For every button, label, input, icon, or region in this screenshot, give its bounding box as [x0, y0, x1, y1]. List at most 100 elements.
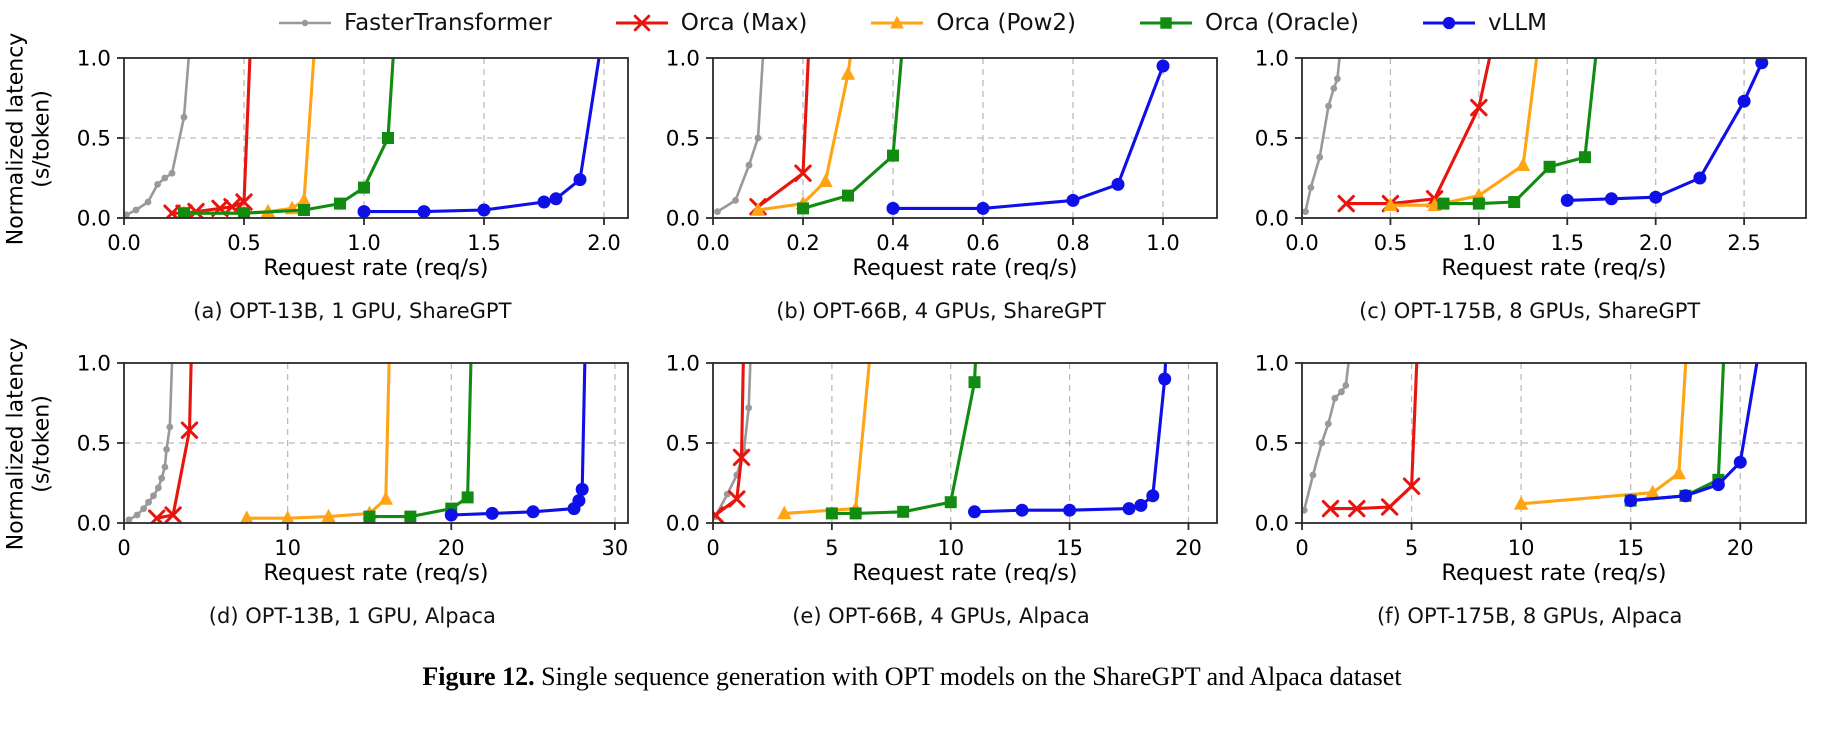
chart-svg-e: 0 5 10 15 20 0.0 0.5 1.0 Request rate (req/s) — [666, 352, 1218, 586]
subplot-b-caption: (b) OPT-66B, 4 GPUs, ShareGPT — [776, 299, 1106, 323]
svg-text:0: 0 — [118, 536, 131, 560]
svg-text:0.0: 0.0 — [1254, 207, 1288, 232]
legend-label: vLLM — [1487, 10, 1548, 36]
figure-caption-text: Single sequence generation with OPT mode… — [534, 662, 1402, 691]
svg-text:0: 0 — [1295, 536, 1308, 560]
subplot-c: 0.0 0.5 1.0 1.5 2.0 2.5 0.0 0.5 1.0 Request rate … — [1235, 46, 1824, 323]
subplot-a-plot: 0.0 0.5 1.0 1.5 2.0 0.0 0.5 1.0 Request rate (re… — [62, 46, 642, 285]
legend-item-orca-pow2: Orca (Pow2) — [869, 10, 1076, 36]
svg-text:1.0: 1.0 — [666, 47, 700, 72]
svg-text:1.0: 1.0 — [1254, 352, 1288, 377]
chart-row-sharegpt: Normalized latency (s/token) 0.0 0.5 1.0 1.… — [0, 32, 1824, 323]
subplot-e: 0 5 10 15 20 0.0 0.5 1.0 Request rate (req/s) (e… — [647, 351, 1236, 628]
legend-item-orca-oracle: Orca (Oracle) — [1138, 10, 1359, 36]
svg-text:0.5: 0.5 — [77, 432, 111, 457]
svg-text:1.0: 1.0 — [77, 352, 111, 377]
svg-text:0.0: 0.0 — [666, 512, 700, 537]
svg-text:0: 0 — [706, 536, 719, 560]
subplot-d-caption: (d) OPT-13B, 1 GPU, Alpaca — [208, 604, 496, 628]
svg-text:Request rate (req/s): Request rate (req/s) — [1441, 255, 1666, 281]
svg-text:Request rate (req/s): Request rate (req/s) — [852, 560, 1077, 586]
svg-text:0.5: 0.5 — [666, 432, 700, 457]
circle-legend-marker-icon — [1422, 16, 1475, 30]
chart-legend: FasterTransformer Orca (Max) Orca (Pow2) Or… — [0, 6, 1824, 38]
svg-text:Request rate (req/s): Request rate (req/s) — [264, 560, 489, 586]
chart-grid: Normalized latency (s/token) 0.0 0.5 1.0 1.… — [0, 32, 1824, 628]
svg-text:1.0: 1.0 — [77, 47, 111, 72]
svg-text:2.0: 2.0 — [588, 231, 621, 255]
svg-text:0.8: 0.8 — [1056, 231, 1089, 255]
y-axis-label-line2: (s/token) — [29, 394, 55, 493]
svg-text:1.5: 1.5 — [1550, 231, 1583, 255]
svg-text:5: 5 — [1405, 536, 1418, 560]
figure-12: FasterTransformer Orca (Max) Orca (Pow2) Or… — [0, 6, 1824, 692]
svg-text:Request rate (req/s): Request rate (req/s) — [1441, 560, 1666, 586]
svg-text:0.6: 0.6 — [966, 231, 999, 255]
subplot-e-plot: 0 5 10 15 20 0.0 0.5 1.0 Request rate (req/s) — [651, 351, 1231, 590]
svg-text:10: 10 — [275, 536, 302, 560]
svg-text:5: 5 — [825, 536, 838, 560]
svg-text:20: 20 — [1175, 536, 1202, 560]
svg-text:0.5: 0.5 — [1373, 231, 1406, 255]
legend-label: Orca (Max) — [680, 10, 808, 36]
subplot-d: 0 10 20 30 0.0 0.5 1.0 Request rate (req/s) (d)… — [58, 351, 647, 628]
svg-text:1.0: 1.0 — [666, 352, 700, 377]
svg-text:1.0: 1.0 — [1254, 47, 1288, 72]
svg-text:0.0: 0.0 — [77, 207, 111, 232]
subplot-f-caption: (f) OPT-175B, 8 GPUs, Alpaca — [1376, 604, 1683, 628]
figure-caption-prefix: Figure 12. — [422, 662, 535, 691]
subplot-b-plot: 0.0 0.2 0.4 0.6 0.8 1.0 0.0 0.5 1.0 Request rate … — [651, 46, 1231, 285]
svg-text:0.2: 0.2 — [786, 231, 819, 255]
svg-text:1.0: 1.0 — [348, 231, 381, 255]
subplot-f: 0 5 10 15 20 0.0 0.5 1.0 Request rate (req/s) (f… — [1235, 351, 1824, 628]
figure-caption: Figure 12. Single sequence generation wi… — [0, 662, 1824, 692]
x-legend-marker-icon — [615, 14, 668, 32]
subplot-c-caption: (c) OPT-175B, 8 GPUs, ShareGPT — [1359, 299, 1701, 323]
svg-text:2.0: 2.0 — [1639, 231, 1672, 255]
svg-text:0.5: 0.5 — [228, 231, 261, 255]
chart-svg-f: 0 5 10 15 20 0.0 0.5 1.0 Request rate (req/s) — [1254, 352, 1807, 586]
subplot-b: 0.0 0.2 0.4 0.6 0.8 1.0 0.0 0.5 1.0 Request rate … — [647, 46, 1236, 323]
svg-text:0.5: 0.5 — [1254, 432, 1288, 457]
svg-text:0.0: 0.0 — [1285, 231, 1318, 255]
legend-item-fastertransformer: FasterTransformer — [277, 10, 552, 36]
legend-label: Orca (Pow2) — [936, 10, 1077, 36]
subplot-d-plot: 0 10 20 30 0.0 0.5 1.0 Request rate (req/s) — [62, 351, 642, 590]
subplot-f-plot: 0 5 10 15 20 0.0 0.5 1.0 Request rate (req/s) — [1240, 351, 1820, 590]
dot-legend-marker-icon — [278, 19, 331, 27]
svg-text:20: 20 — [1727, 536, 1754, 560]
legend-label: FasterTransformer — [343, 10, 552, 36]
subplot-a-caption: (a) OPT-13B, 1 GPU, ShareGPT — [193, 299, 512, 323]
svg-text:1.5: 1.5 — [468, 231, 501, 255]
square-legend-marker-icon — [1140, 17, 1193, 29]
svg-text:15: 15 — [1056, 536, 1083, 560]
svg-text:0.0: 0.0 — [77, 512, 111, 537]
svg-text:15: 15 — [1617, 536, 1644, 560]
subplot-e-caption: (e) OPT-66B, 4 GPUs, Alpaca — [792, 604, 1090, 628]
y-axis-label-line2: (s/token) — [29, 89, 55, 188]
svg-text:20: 20 — [438, 536, 465, 560]
y-axis-label-line1: Normalized latency — [3, 337, 29, 550]
chart-row-alpaca: Normalized latency (s/token) 0 10 20 30 0.0 0… — [0, 337, 1824, 628]
svg-text:0.5: 0.5 — [666, 127, 700, 152]
chart-svg-d: 0 10 20 30 0.0 0.5 1.0 Request rate (req/s) — [77, 352, 630, 586]
svg-text:2.5: 2.5 — [1727, 231, 1760, 255]
svg-text:Request rate (req/s): Request rate (req/s) — [264, 255, 489, 281]
legend-label: Orca (Oracle) — [1205, 10, 1359, 36]
subplot-a: 0.0 0.5 1.0 1.5 2.0 0.0 0.5 1.0 Request rate (re… — [58, 46, 647, 323]
legend-item-orca-max: Orca (Max) — [614, 10, 808, 36]
subplot-c-plot: 0.0 0.5 1.0 1.5 2.0 2.5 0.0 0.5 1.0 Request rate … — [1240, 46, 1820, 285]
y-axis-label-line1: Normalized latency — [3, 32, 29, 245]
svg-text:0.5: 0.5 — [77, 127, 111, 152]
svg-text:1.0: 1.0 — [1462, 231, 1495, 255]
svg-text:0.0: 0.0 — [696, 231, 729, 255]
legend-item-vllm: vLLM — [1421, 10, 1547, 36]
svg-text:10: 10 — [937, 536, 964, 560]
svg-text:0.0: 0.0 — [1254, 512, 1288, 537]
triangle-legend-marker-icon — [871, 15, 924, 29]
svg-text:30: 30 — [602, 536, 629, 560]
svg-text:0.0: 0.0 — [666, 207, 700, 232]
svg-text:Request rate (req/s): Request rate (req/s) — [852, 255, 1077, 281]
